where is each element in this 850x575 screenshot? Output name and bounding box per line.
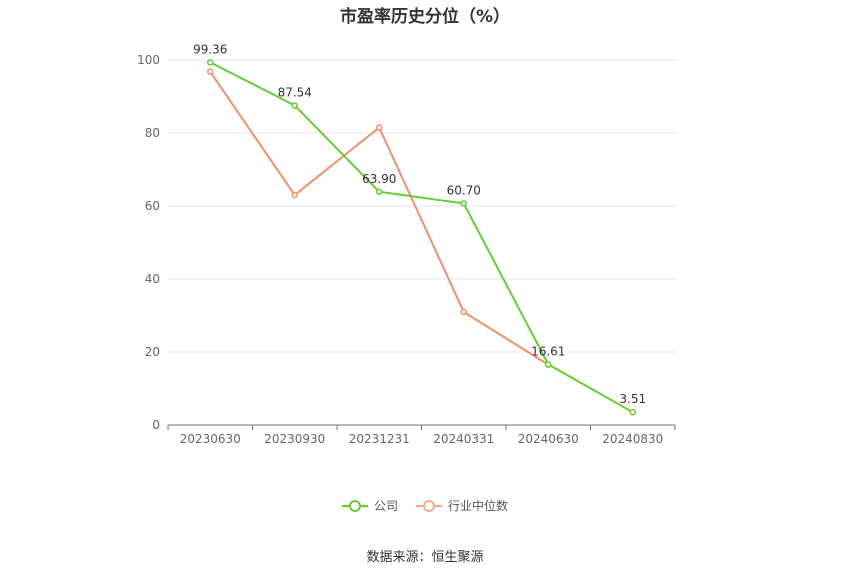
data-source-note: 数据来源：恒生聚源 bbox=[366, 550, 484, 565]
company-point bbox=[291, 102, 298, 109]
industry-median-series-line bbox=[209, 71, 549, 366]
industry-median-point bbox=[376, 124, 383, 131]
company-series-line bbox=[209, 61, 634, 414]
company-data-label: 99.36 bbox=[193, 42, 227, 56]
company-point bbox=[376, 188, 383, 196]
series-lines bbox=[207, 59, 636, 416]
y-tick-label: 20 bbox=[145, 345, 160, 359]
legend-item-company[interactable]: 公司 bbox=[341, 497, 398, 514]
company-point bbox=[207, 59, 214, 66]
y-tick-label: 40 bbox=[145, 272, 160, 286]
x-tick-label: 20240630 bbox=[518, 432, 579, 446]
company-point bbox=[460, 200, 467, 207]
y-tick-label: 100 bbox=[137, 53, 160, 67]
y-tick-label: 60 bbox=[145, 199, 160, 213]
industry-median-point bbox=[207, 68, 214, 75]
legend-company-label: 公司 bbox=[373, 499, 398, 513]
x-tick-label: 20240830 bbox=[602, 432, 663, 446]
x-tick-label: 20231231 bbox=[349, 432, 410, 446]
axes: 0 20 40 60 80 100 20230630 20230930 20231231 2024… bbox=[137, 53, 676, 446]
x-tick-label: 20230930 bbox=[264, 432, 325, 446]
x-tick-label: 20230630 bbox=[180, 432, 241, 446]
industry-median-point bbox=[460, 308, 467, 316]
company-point bbox=[629, 408, 636, 416]
legend-industry-median-label: 行业中位数 bbox=[448, 499, 509, 513]
company-data-label: 87.54 bbox=[278, 85, 312, 99]
x-tick-label: 20240331 bbox=[433, 432, 494, 446]
y-tick-label: 80 bbox=[145, 126, 160, 140]
company-data-label: 60.70 bbox=[447, 183, 481, 197]
company-data-label: 16.61 bbox=[531, 344, 565, 358]
company-point bbox=[545, 361, 552, 368]
y-tick-label: 0 bbox=[152, 418, 160, 432]
grid-lines bbox=[168, 59, 675, 353]
legend-company-swatch-icon bbox=[341, 499, 368, 512]
company-data-label: 63.90 bbox=[362, 172, 396, 186]
legend-item-industry-median[interactable]: 行业中位数 bbox=[416, 497, 508, 514]
data-labels: 99.36 87.54 63.90 60.70 16.61 3.51 bbox=[193, 42, 646, 406]
legend-industry-swatch-icon bbox=[416, 499, 442, 512]
legend: 公司 行业中位数 bbox=[0, 497, 850, 514]
industry-median-point bbox=[291, 191, 298, 199]
chart-title: 市盈率历史分位（%） bbox=[339, 7, 511, 27]
company-data-label: 3.51 bbox=[619, 392, 646, 406]
